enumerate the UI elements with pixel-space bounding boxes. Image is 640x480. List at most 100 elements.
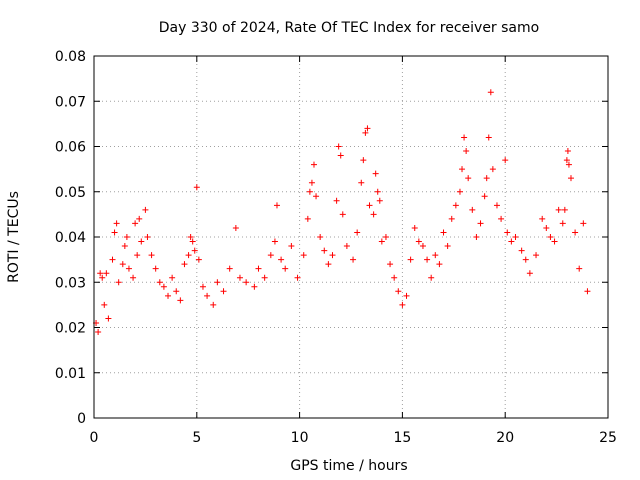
x-tick-label: 25 bbox=[599, 430, 617, 446]
data-point bbox=[448, 215, 455, 222]
data-point bbox=[220, 288, 227, 295]
data-point bbox=[125, 265, 132, 272]
data-point bbox=[376, 197, 383, 204]
data-point bbox=[300, 252, 307, 259]
data-point bbox=[567, 175, 574, 182]
data-point bbox=[321, 247, 328, 254]
data-point bbox=[452, 202, 459, 209]
data-point bbox=[111, 229, 118, 236]
data-point bbox=[382, 234, 389, 240]
data-point bbox=[399, 301, 406, 308]
data-point bbox=[136, 215, 143, 222]
data-point bbox=[160, 283, 167, 290]
data-point bbox=[428, 274, 435, 281]
data-point bbox=[255, 265, 262, 272]
data-point bbox=[378, 238, 385, 245]
data-point bbox=[181, 261, 188, 268]
x-tick-label: 10 bbox=[291, 430, 309, 446]
data-point bbox=[343, 243, 350, 250]
data-point bbox=[325, 261, 332, 268]
data-point bbox=[214, 279, 221, 286]
y-tick-label: 0.01 bbox=[55, 366, 86, 382]
data-point bbox=[148, 252, 155, 259]
data-point bbox=[489, 166, 496, 173]
data-point bbox=[364, 125, 371, 132]
data-point bbox=[313, 193, 320, 200]
data-point bbox=[101, 301, 108, 308]
data-point bbox=[333, 197, 340, 204]
data-point bbox=[485, 134, 492, 141]
data-point bbox=[512, 234, 519, 240]
data-point bbox=[461, 134, 468, 141]
data-point bbox=[407, 256, 414, 263]
data-point bbox=[121, 243, 128, 250]
data-point bbox=[232, 224, 239, 231]
data-point bbox=[278, 256, 285, 263]
y-tick-label: 0.08 bbox=[55, 49, 86, 65]
data-point bbox=[370, 211, 377, 218]
y-axis-label: ROTI / TECUs bbox=[6, 191, 22, 283]
data-point bbox=[354, 229, 361, 236]
data-point bbox=[477, 220, 484, 227]
data-point bbox=[273, 202, 280, 209]
data-point bbox=[563, 157, 570, 164]
data-point bbox=[132, 220, 139, 227]
data-point bbox=[580, 220, 587, 227]
data-point bbox=[152, 265, 159, 272]
data-point bbox=[487, 89, 494, 96]
data-point bbox=[522, 256, 529, 263]
data-point bbox=[533, 252, 540, 259]
data-point bbox=[317, 234, 324, 240]
y-tick-label: 0.02 bbox=[55, 321, 86, 337]
x-axis-label: GPS time / hours bbox=[290, 458, 407, 474]
data-point bbox=[134, 252, 141, 259]
data-point bbox=[189, 238, 196, 245]
data-point bbox=[210, 301, 217, 308]
data-point bbox=[243, 279, 250, 286]
data-point bbox=[555, 206, 562, 213]
data-point bbox=[358, 179, 365, 186]
data-point bbox=[204, 292, 211, 299]
y-tick-label: 0.05 bbox=[55, 185, 86, 201]
data-point bbox=[518, 247, 525, 254]
x-tick-label: 20 bbox=[496, 430, 514, 446]
y-tick-label: 0.04 bbox=[55, 230, 86, 246]
data-point bbox=[294, 274, 301, 281]
data-point bbox=[306, 188, 313, 195]
grid bbox=[94, 56, 608, 418]
data-point bbox=[463, 148, 470, 155]
data-point bbox=[99, 274, 106, 281]
data-point bbox=[440, 229, 447, 236]
data-point bbox=[432, 252, 439, 259]
data-point bbox=[444, 243, 451, 250]
data-point bbox=[156, 279, 163, 286]
data-point bbox=[97, 270, 104, 277]
data-point bbox=[119, 261, 126, 268]
data-point bbox=[350, 256, 357, 263]
data-point bbox=[504, 229, 511, 236]
data-point bbox=[329, 252, 336, 259]
data-point bbox=[304, 215, 311, 222]
data-point bbox=[138, 238, 145, 245]
axis-ticks: 0 0.01 0.02 0.03 0.04 0.05 0.06 0.07 0.08 0 5 10 15 2… bbox=[55, 49, 617, 446]
data-point bbox=[271, 238, 278, 245]
data-point bbox=[564, 148, 571, 155]
data-point bbox=[539, 215, 546, 222]
data-point bbox=[173, 288, 180, 295]
y-tick-label: 0 bbox=[77, 411, 86, 427]
data-point bbox=[310, 161, 317, 168]
data-point bbox=[403, 292, 410, 299]
data-point bbox=[456, 188, 463, 195]
data-point bbox=[415, 238, 422, 245]
data-point bbox=[362, 129, 369, 136]
data-points bbox=[93, 89, 591, 336]
data-point bbox=[419, 243, 426, 250]
data-point bbox=[391, 274, 398, 281]
data-point bbox=[565, 161, 572, 168]
data-point bbox=[339, 211, 346, 218]
data-point bbox=[374, 188, 381, 195]
y-tick-label: 0.03 bbox=[55, 275, 86, 291]
data-point bbox=[199, 283, 206, 290]
data-point bbox=[483, 175, 490, 182]
